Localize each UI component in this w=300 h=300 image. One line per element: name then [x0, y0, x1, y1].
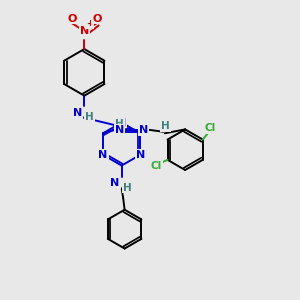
Text: H: H	[123, 183, 131, 193]
Text: Cl: Cl	[205, 123, 216, 133]
Text: H: H	[161, 121, 170, 131]
Text: N: N	[73, 108, 83, 118]
Text: N: N	[117, 118, 126, 128]
Text: N: N	[110, 178, 120, 188]
Text: O: O	[67, 14, 76, 24]
Text: N: N	[139, 125, 148, 135]
Text: N: N	[80, 26, 89, 36]
Text: N: N	[98, 150, 108, 160]
Text: H: H	[115, 119, 124, 129]
Text: Cl: Cl	[151, 161, 162, 171]
Text: N: N	[115, 125, 124, 135]
Text: N: N	[136, 150, 145, 160]
Text: +: +	[86, 20, 93, 28]
Text: H: H	[85, 112, 94, 122]
Text: O: O	[92, 14, 101, 24]
